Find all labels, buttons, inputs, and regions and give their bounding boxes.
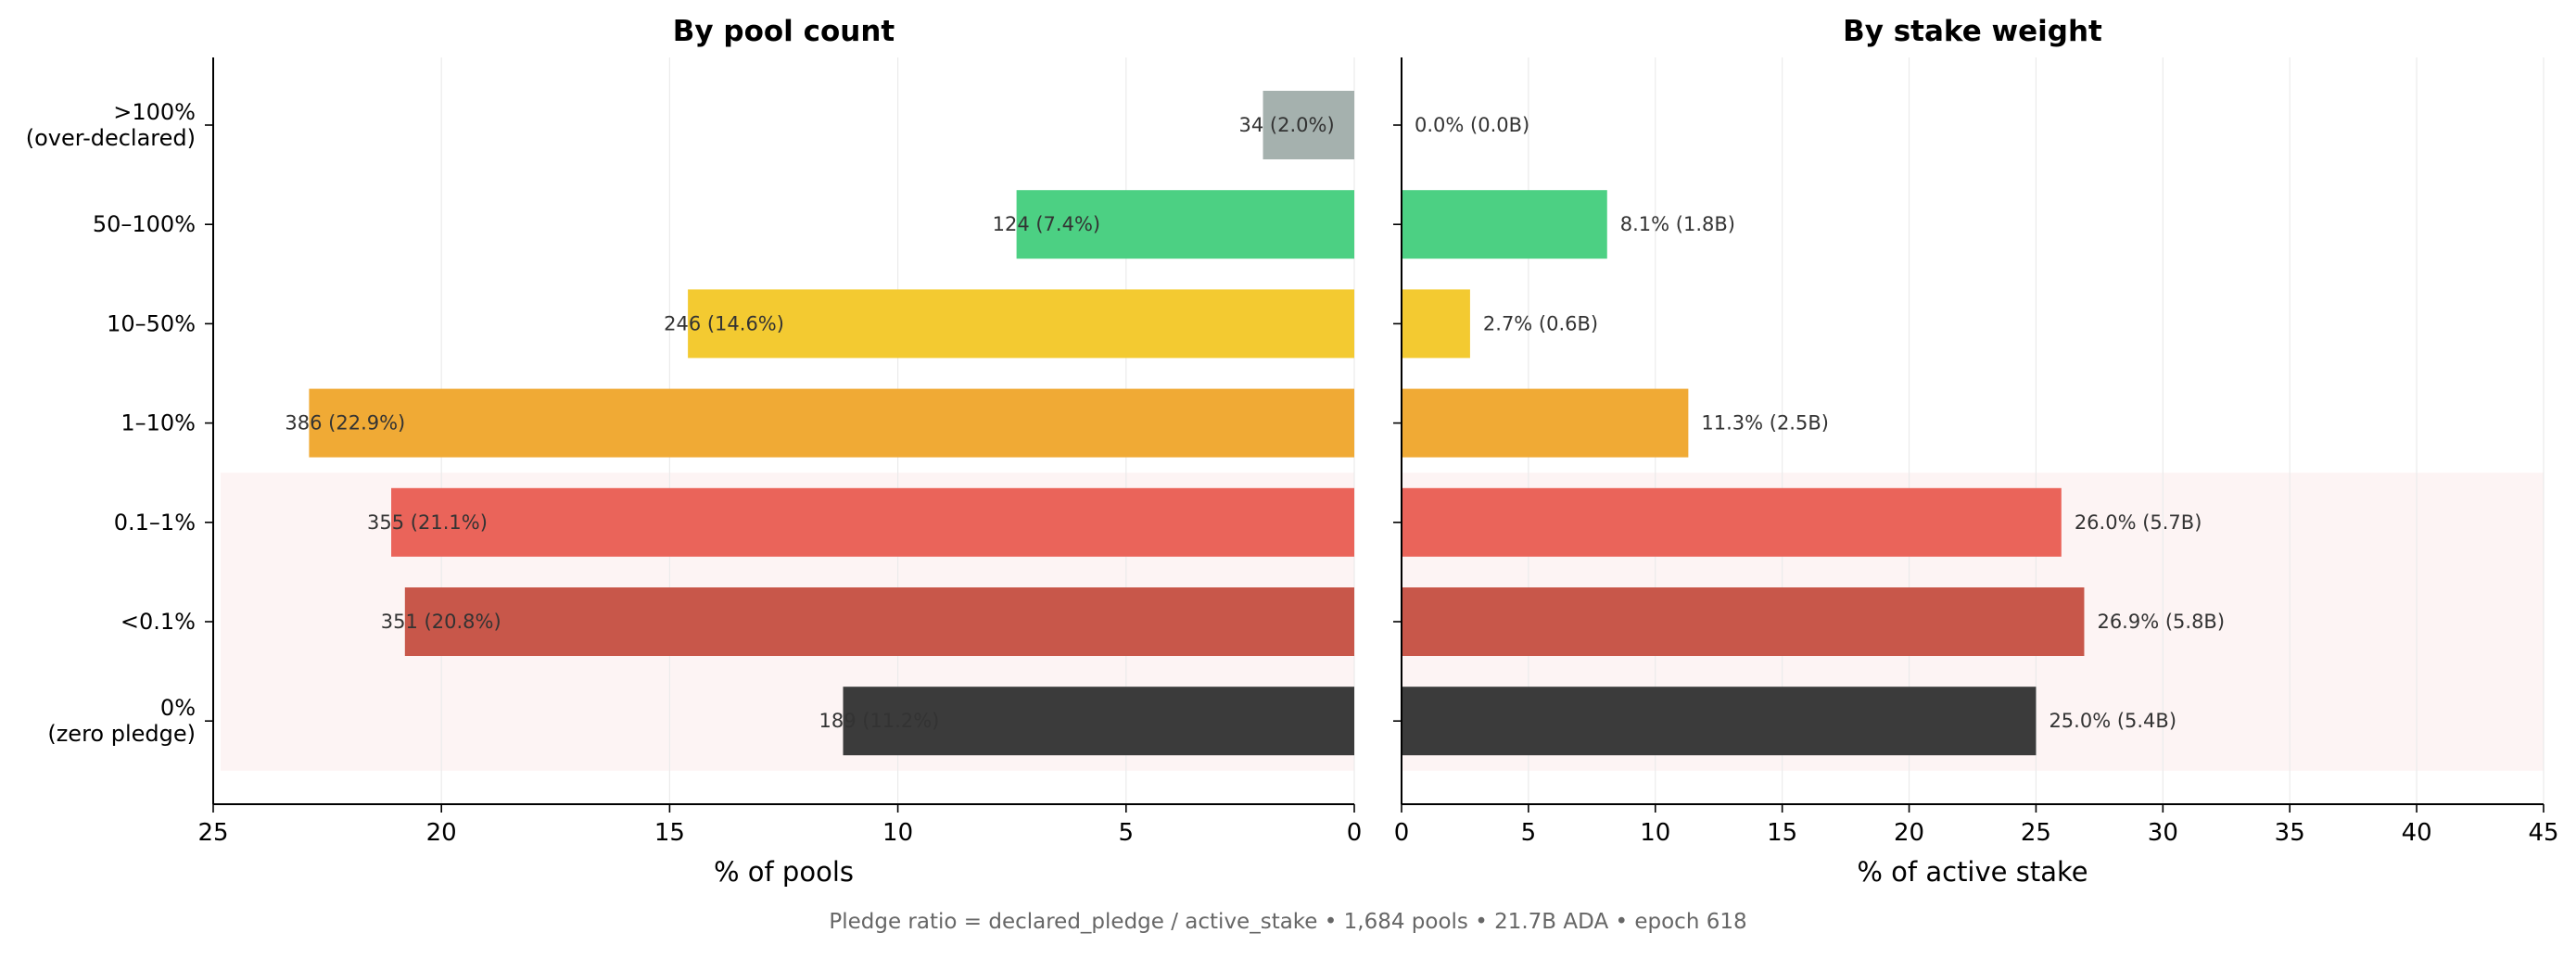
pool-count-x-tick-label: 5 (1119, 819, 1135, 847)
pool-count-data-label: 386 (22.9%) (285, 412, 405, 435)
stake-weight-x-tick-label: 25 (2021, 819, 2051, 847)
stake-weight-bar (1402, 687, 2037, 756)
stake-weight-title: By stake weight (1843, 15, 2102, 48)
y-category-label: 0% (zero pledge) (47, 695, 196, 747)
pool-count-bar (1263, 91, 1354, 159)
y-category-label-line: (over-declared) (26, 125, 196, 151)
pool-count-data-label: 351 (20.8%) (381, 611, 501, 633)
stake-weight-data-label: 11.3% (2.5B) (1701, 412, 1829, 435)
stake-weight-x-tick-label: 45 (2528, 819, 2558, 847)
stake-weight-data-label: 8.1% (1.8B) (1620, 213, 1735, 235)
pool-count-data-label: 189 (11.2%) (819, 710, 940, 732)
stake-weight-data-label: 25.0% (5.4B) (2049, 710, 2176, 732)
pool-count-bar (309, 388, 1354, 458)
pool-count-bar (1016, 190, 1354, 259)
y-category-label: >100% (over-declared) (26, 99, 196, 151)
stake-weight-x-tick-label: 15 (1767, 819, 1797, 847)
y-category-label-line: <0.1% (121, 609, 196, 635)
stake-weight-bar (1402, 190, 1607, 259)
stake-weight-bar (1402, 388, 1689, 458)
stake-weight-x-tick-label: 5 (1521, 819, 1537, 847)
y-category-label-line: 0.1–1% (114, 510, 196, 536)
pool-count-x-axis-label: % of pools (714, 856, 854, 888)
pool-count-data-label: 355 (21.1%) (367, 511, 488, 534)
pool-count-bar (404, 587, 1355, 656)
stake-weight-x-tick-label: 40 (2402, 819, 2432, 847)
y-category-label: 10–50% (107, 310, 196, 336)
y-category-label: 1–10% (121, 410, 196, 436)
y-category-label-line: >100% (113, 99, 196, 125)
pool-count-bar (688, 289, 1354, 359)
pool-count-title: By pool count (673, 15, 895, 48)
y-category-label-line: 10–50% (107, 310, 196, 336)
pool-count-x-tick-label: 10 (882, 819, 913, 847)
stake-weight-x-tick-label: 0 (1394, 819, 1410, 847)
y-category-label-line: (zero pledge) (47, 721, 196, 747)
stake-weight-x-tick-label: 10 (1640, 819, 1670, 847)
pool-count-bar (391, 487, 1354, 557)
pool-count-data-label: 34 (2.0%) (1239, 114, 1335, 136)
y-category-label: 50–100% (93, 211, 196, 237)
pool-count-bar (843, 687, 1354, 756)
y-category-label: <0.1% (121, 609, 196, 635)
stake-weight-bar (1402, 487, 2062, 557)
stake-weight-x-tick-label: 30 (2148, 819, 2178, 847)
stake-weight-data-label: 26.0% (5.7B) (2075, 511, 2202, 534)
pool-count-x-tick-label: 0 (1347, 819, 1363, 847)
figure-caption: Pledge ratio = declared_pledge / active_… (829, 910, 1747, 934)
pool-count-x-tick-label: 25 (197, 819, 228, 847)
stake-weight-data-label: 26.9% (5.8B) (2097, 611, 2225, 633)
stake-weight-bar (1402, 289, 1470, 359)
stake-weight-x-tick-label: 20 (1894, 819, 1924, 847)
stake-weight-x-tick-label: 35 (2275, 819, 2305, 847)
y-category-label-line: 50–100% (93, 211, 196, 237)
pool-count-x-tick-label: 15 (654, 819, 685, 847)
y-category-label-line: 1–10% (121, 410, 196, 436)
pool-count-data-label: 246 (14.6%) (664, 312, 784, 334)
stake-weight-data-label: 0.0% (0.0B) (1415, 114, 1529, 136)
stake-weight-bar (1402, 587, 2085, 656)
stake-weight-x-axis-label: % of active stake (1857, 856, 2087, 888)
y-category-label-line: 0% (160, 695, 196, 721)
pool-count-data-label: 124 (7.4%) (993, 213, 1101, 235)
stake-weight-data-label: 2.7% (0.6B) (1483, 312, 1598, 334)
pool-count-x-tick-label: 20 (426, 819, 457, 847)
y-category-label: 0.1–1% (114, 510, 196, 536)
